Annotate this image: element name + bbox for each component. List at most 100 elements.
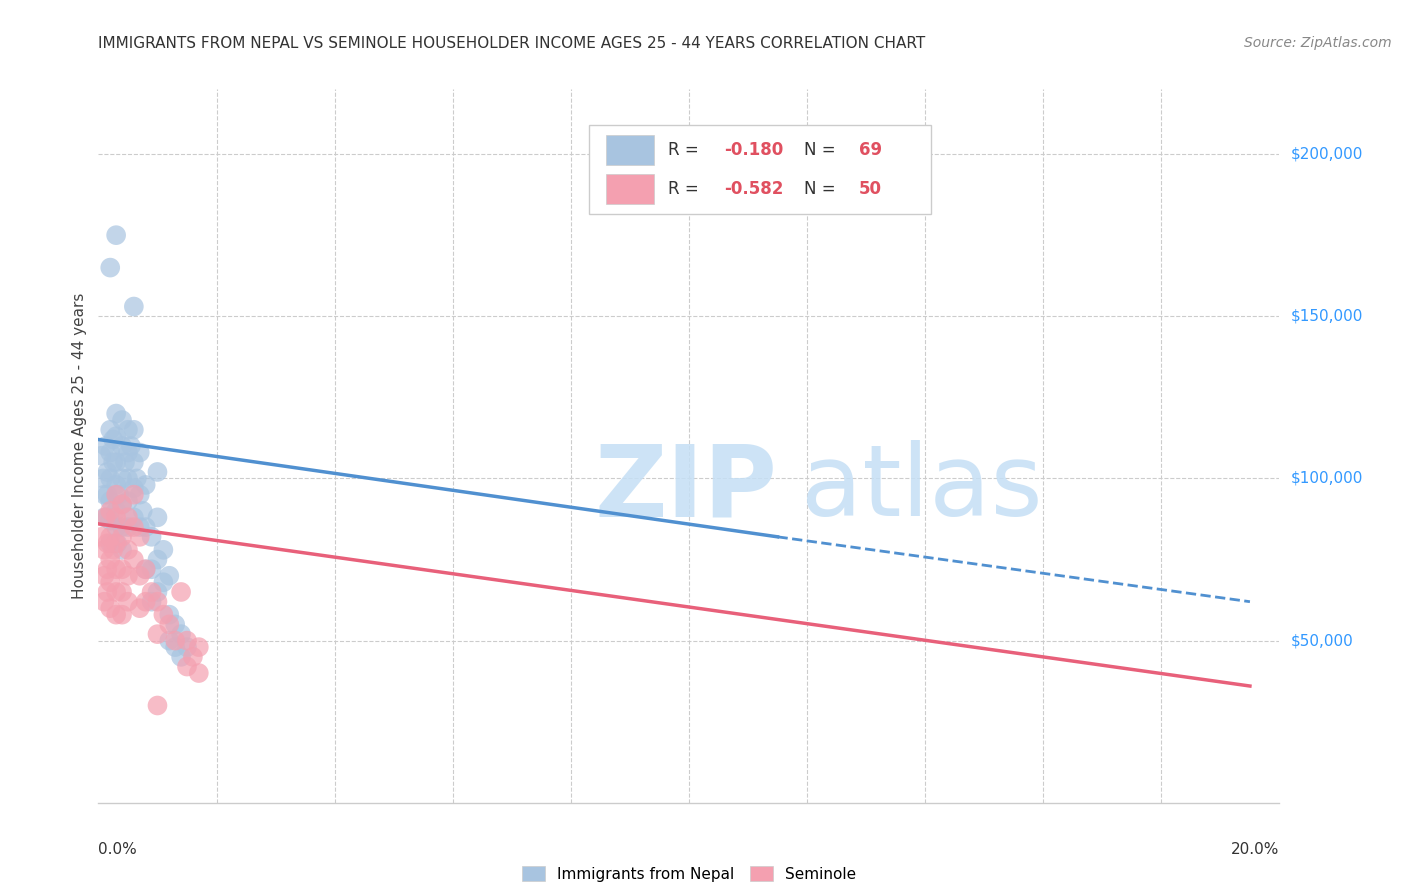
Point bbox=[108, 488, 131, 502]
Point bbox=[122, 300, 145, 314]
Point bbox=[146, 552, 169, 566]
Text: -0.582: -0.582 bbox=[724, 180, 783, 198]
Point bbox=[170, 585, 193, 599]
Point bbox=[111, 607, 134, 622]
Point bbox=[152, 542, 174, 557]
Point bbox=[125, 471, 148, 485]
Point bbox=[122, 455, 145, 469]
Point bbox=[152, 607, 174, 622]
Text: 69: 69 bbox=[859, 141, 882, 159]
Point bbox=[93, 542, 115, 557]
Point bbox=[98, 494, 121, 508]
Point bbox=[128, 520, 150, 534]
Point bbox=[141, 530, 163, 544]
Point bbox=[170, 627, 193, 641]
Point bbox=[98, 423, 121, 437]
Point bbox=[96, 585, 118, 599]
Point bbox=[132, 504, 155, 518]
Point bbox=[128, 530, 150, 544]
Point bbox=[111, 497, 134, 511]
Point bbox=[122, 488, 145, 502]
Point bbox=[135, 478, 157, 492]
Point bbox=[105, 407, 128, 421]
Point bbox=[111, 562, 134, 576]
Point bbox=[128, 601, 150, 615]
Point bbox=[176, 659, 198, 673]
Text: $200,000: $200,000 bbox=[1291, 146, 1362, 161]
Point bbox=[105, 520, 128, 534]
Point bbox=[135, 520, 157, 534]
Point bbox=[157, 568, 180, 582]
Point bbox=[93, 568, 115, 582]
Point bbox=[141, 595, 163, 609]
Text: 0.0%: 0.0% bbox=[98, 842, 138, 856]
Point bbox=[98, 514, 121, 528]
Point bbox=[117, 510, 139, 524]
Point bbox=[170, 649, 193, 664]
Point bbox=[90, 449, 112, 463]
Point bbox=[98, 504, 121, 518]
Point bbox=[105, 536, 128, 550]
Point bbox=[141, 585, 163, 599]
Point bbox=[117, 494, 139, 508]
Point bbox=[146, 510, 169, 524]
Point bbox=[105, 504, 128, 518]
Point bbox=[105, 228, 128, 243]
FancyBboxPatch shape bbox=[606, 135, 654, 165]
Point bbox=[122, 520, 145, 534]
Point bbox=[105, 488, 128, 502]
Legend: Immigrants from Nepal, Seminole: Immigrants from Nepal, Seminole bbox=[516, 860, 862, 888]
Point bbox=[103, 455, 125, 469]
Point bbox=[141, 562, 163, 576]
Point bbox=[135, 595, 157, 609]
Point bbox=[117, 423, 139, 437]
Point bbox=[146, 585, 169, 599]
Point bbox=[111, 413, 134, 427]
Text: R =: R = bbox=[668, 141, 703, 159]
Point bbox=[146, 698, 169, 713]
Point bbox=[105, 478, 128, 492]
Point bbox=[94, 439, 117, 453]
Point bbox=[91, 471, 114, 485]
Point bbox=[165, 640, 187, 654]
Point bbox=[181, 649, 204, 664]
Point bbox=[165, 617, 187, 632]
Point bbox=[146, 627, 169, 641]
Point bbox=[111, 471, 134, 485]
Point bbox=[117, 520, 139, 534]
Text: N =: N = bbox=[803, 180, 841, 198]
Point bbox=[98, 575, 121, 590]
Point bbox=[165, 633, 187, 648]
Point bbox=[103, 542, 125, 557]
Text: 20.0%: 20.0% bbox=[1232, 842, 1279, 856]
Point bbox=[114, 455, 136, 469]
Point bbox=[120, 439, 142, 453]
Point bbox=[103, 433, 125, 447]
Point bbox=[146, 595, 169, 609]
Point bbox=[105, 562, 128, 576]
FancyBboxPatch shape bbox=[589, 125, 931, 214]
Point bbox=[117, 542, 139, 557]
Point bbox=[187, 640, 209, 654]
Point bbox=[96, 562, 118, 576]
Point bbox=[128, 445, 150, 459]
Text: ZIP: ZIP bbox=[595, 441, 778, 537]
Point bbox=[105, 429, 128, 443]
Point bbox=[111, 497, 134, 511]
Point bbox=[96, 488, 118, 502]
Point bbox=[157, 617, 180, 632]
Point bbox=[105, 455, 128, 469]
Point bbox=[152, 575, 174, 590]
Point bbox=[90, 530, 112, 544]
Point bbox=[96, 536, 118, 550]
Point bbox=[128, 568, 150, 582]
Point bbox=[117, 595, 139, 609]
Point bbox=[111, 530, 134, 544]
Text: Source: ZipAtlas.com: Source: ZipAtlas.com bbox=[1244, 36, 1392, 50]
Point bbox=[128, 488, 150, 502]
Point bbox=[117, 445, 139, 459]
Point bbox=[157, 607, 180, 622]
Point bbox=[122, 481, 145, 495]
Text: atlas: atlas bbox=[801, 441, 1043, 537]
Point bbox=[98, 445, 121, 459]
